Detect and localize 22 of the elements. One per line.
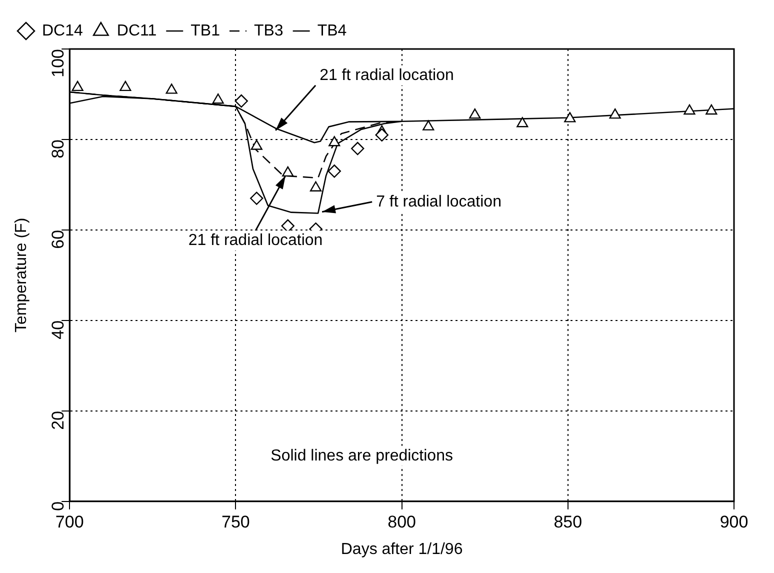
x-tick-label: 850 xyxy=(554,512,582,532)
y-axis-title: Temperature (F) xyxy=(13,218,30,333)
x-tick-label: 700 xyxy=(55,512,84,532)
legend-label: DC14 xyxy=(42,22,84,40)
y-tick-label: 100 xyxy=(48,49,68,78)
x-tick-label: 750 xyxy=(222,512,250,532)
y-tick-label: 20 xyxy=(48,410,68,430)
legend-label: TB4 xyxy=(317,22,347,40)
y-tick-label: 0 xyxy=(48,501,68,511)
annotation: Solid lines are predictions xyxy=(270,447,453,464)
legend-label: DC11 xyxy=(116,22,157,40)
y-tick-label: 80 xyxy=(48,139,68,158)
x-tick-label: 900 xyxy=(720,512,748,532)
legend-label: TB1 xyxy=(190,22,220,40)
annotation: 21 ft radial location xyxy=(320,66,454,84)
annotation: 21 ft radial location xyxy=(188,232,323,250)
x-tick-label: 800 xyxy=(388,512,416,532)
x-axis-title: Days after 1/1/96 xyxy=(340,540,463,558)
y-tick-label: 60 xyxy=(48,230,68,249)
annotation: 7 ft radial location xyxy=(376,193,502,210)
y-tick-label: 40 xyxy=(48,320,68,340)
legend-label: TB3 xyxy=(254,22,284,40)
